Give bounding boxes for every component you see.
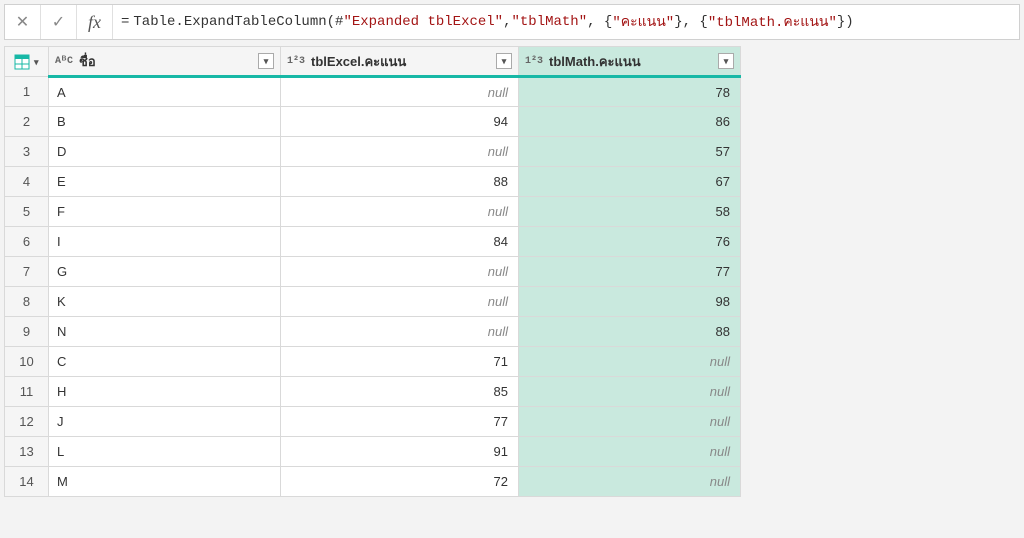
- table-corner[interactable]: ▾: [5, 47, 49, 77]
- column-label: ชื่อ: [79, 51, 254, 72]
- cell-excel[interactable]: 84: [281, 227, 519, 257]
- filter-icon[interactable]: ▾: [718, 53, 734, 69]
- cell-name[interactable]: D: [49, 137, 281, 167]
- cell-math[interactable]: 86: [519, 107, 741, 137]
- cell-name[interactable]: G: [49, 257, 281, 287]
- cell-name[interactable]: I: [49, 227, 281, 257]
- cell-excel[interactable]: 71: [281, 347, 519, 377]
- cell-name[interactable]: M: [49, 467, 281, 497]
- cell-excel[interactable]: 85: [281, 377, 519, 407]
- row-number: 11: [5, 377, 49, 407]
- table-row[interactable]: 14M72null: [5, 467, 741, 497]
- cell-excel[interactable]: 72: [281, 467, 519, 497]
- cell-name[interactable]: N: [49, 317, 281, 347]
- formula-bar: ✕ ✓ fx = Table.ExpandTableColumn(#"Expan…: [4, 4, 1020, 40]
- cell-math[interactable]: null: [519, 377, 741, 407]
- type-icon: AᴮC: [55, 56, 73, 67]
- cell-name[interactable]: E: [49, 167, 281, 197]
- cell-name[interactable]: K: [49, 287, 281, 317]
- cell-excel[interactable]: 94: [281, 107, 519, 137]
- cell-name[interactable]: H: [49, 377, 281, 407]
- column-label: tblMath.คะแนน: [549, 51, 714, 72]
- cancel-icon[interactable]: ✕: [5, 5, 41, 39]
- cell-excel[interactable]: 77: [281, 407, 519, 437]
- cell-math[interactable]: 88: [519, 317, 741, 347]
- cell-math[interactable]: null: [519, 407, 741, 437]
- filter-icon[interactable]: ▾: [496, 53, 512, 69]
- cell-excel[interactable]: 91: [281, 437, 519, 467]
- cell-math[interactable]: null: [519, 347, 741, 377]
- row-number: 12: [5, 407, 49, 437]
- cell-name[interactable]: F: [49, 197, 281, 227]
- table-row[interactable]: 13L91null: [5, 437, 741, 467]
- row-number: 14: [5, 467, 49, 497]
- cell-math[interactable]: 58: [519, 197, 741, 227]
- column-label: tblExcel.คะแนน: [311, 51, 492, 72]
- table-row[interactable]: 11H85null: [5, 377, 741, 407]
- cell-name[interactable]: B: [49, 107, 281, 137]
- cell-math[interactable]: 67: [519, 167, 741, 197]
- cell-excel[interactable]: null: [281, 137, 519, 167]
- cell-math[interactable]: null: [519, 467, 741, 497]
- cell-excel[interactable]: null: [281, 197, 519, 227]
- cell-math[interactable]: 98: [519, 287, 741, 317]
- formula-input[interactable]: = Table.ExpandTableColumn(#"Expanded tbl…: [113, 5, 1019, 39]
- table-row[interactable]: 6I8476: [5, 227, 741, 257]
- cell-math[interactable]: 57: [519, 137, 741, 167]
- row-number: 8: [5, 287, 49, 317]
- table-row[interactable]: 4E8867: [5, 167, 741, 197]
- cell-math[interactable]: 76: [519, 227, 741, 257]
- table-row[interactable]: 10C71null: [5, 347, 741, 377]
- fx-icon[interactable]: fx: [77, 5, 113, 39]
- table-row[interactable]: 8Knull98: [5, 287, 741, 317]
- type-icon: 1²3: [287, 56, 305, 67]
- data-table: ▾ AᴮCชื่อ▾1²3tblExcel.คะแนน▾1²3tblMath.ค…: [4, 46, 1020, 497]
- cell-math[interactable]: null: [519, 437, 741, 467]
- cell-math[interactable]: 77: [519, 257, 741, 287]
- type-icon: 1²3: [525, 56, 543, 67]
- row-number: 2: [5, 107, 49, 137]
- cell-excel[interactable]: null: [281, 317, 519, 347]
- table-row[interactable]: 7Gnull77: [5, 257, 741, 287]
- row-number: 3: [5, 137, 49, 167]
- column-header[interactable]: 1²3 tblMath.คะแนน▾: [519, 47, 741, 77]
- table-icon: [14, 54, 30, 70]
- row-number: 9: [5, 317, 49, 347]
- cell-name[interactable]: L: [49, 437, 281, 467]
- cell-excel[interactable]: 88: [281, 167, 519, 197]
- row-number: 1: [5, 77, 49, 107]
- confirm-icon[interactable]: ✓: [41, 5, 77, 39]
- filter-icon[interactable]: ▾: [258, 53, 274, 69]
- table-row[interactable]: 3Dnull57: [5, 137, 741, 167]
- cell-name[interactable]: A: [49, 77, 281, 107]
- table-row[interactable]: 5Fnull58: [5, 197, 741, 227]
- table-row[interactable]: 1Anull78: [5, 77, 741, 107]
- column-header[interactable]: AᴮC ชื่อ▾: [49, 47, 281, 77]
- cell-excel[interactable]: null: [281, 77, 519, 107]
- cell-name[interactable]: J: [49, 407, 281, 437]
- cell-name[interactable]: C: [49, 347, 281, 377]
- row-number: 4: [5, 167, 49, 197]
- cell-excel[interactable]: null: [281, 257, 519, 287]
- row-number: 13: [5, 437, 49, 467]
- row-number: 10: [5, 347, 49, 377]
- table-row[interactable]: 2B9486: [5, 107, 741, 137]
- column-header[interactable]: 1²3 tblExcel.คะแนน▾: [281, 47, 519, 77]
- row-number: 6: [5, 227, 49, 257]
- cell-excel[interactable]: null: [281, 287, 519, 317]
- table-row[interactable]: 12J77null: [5, 407, 741, 437]
- table-row[interactable]: 9Nnull88: [5, 317, 741, 347]
- cell-math[interactable]: 78: [519, 77, 741, 107]
- row-number: 5: [5, 197, 49, 227]
- row-number: 7: [5, 257, 49, 287]
